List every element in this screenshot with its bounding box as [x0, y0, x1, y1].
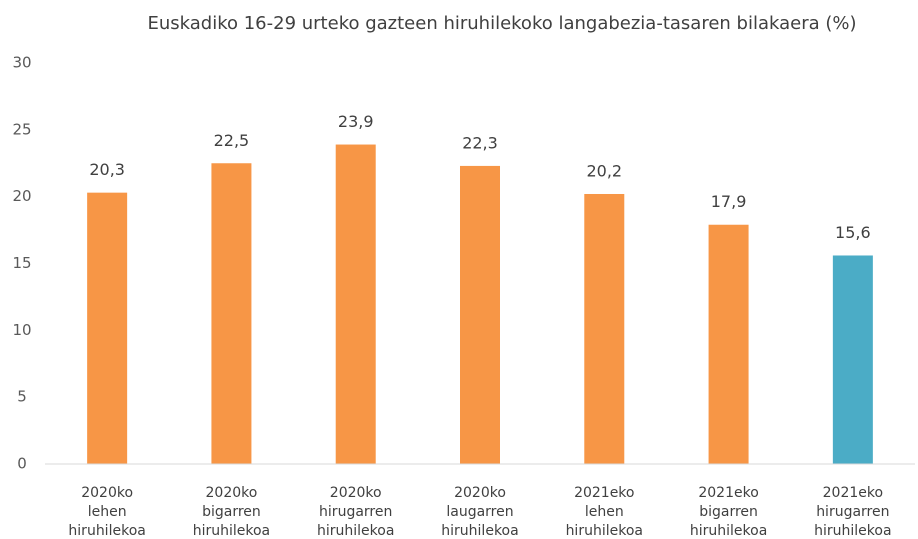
- y-tick-label: 0: [17, 455, 27, 473]
- bar: [335, 144, 376, 464]
- value-label: 20,2: [586, 161, 622, 180]
- value-label: 22,5: [214, 131, 250, 150]
- bar: [87, 192, 128, 464]
- y-tick-label: 5: [17, 388, 27, 406]
- bar: [211, 163, 252, 464]
- chart-title: Euskadiko 16-29 urteko gazteen hiruhilek…: [147, 13, 856, 34]
- bar: [584, 193, 625, 464]
- y-tick-label: 30: [12, 54, 31, 72]
- bar: [708, 224, 749, 464]
- value-label: 20,3: [89, 160, 125, 179]
- x-tick-label: 2021eko lehen hiruhilekoa: [566, 485, 643, 539]
- value-label: 22,3: [462, 133, 498, 152]
- x-tick-label: 2021eko hirugarren hiruhilekoa: [814, 485, 891, 539]
- y-tick-label: 20: [12, 187, 31, 205]
- bar: [460, 165, 500, 464]
- value-label: 23,9: [338, 112, 374, 131]
- y-tick-label: 10: [12, 321, 31, 339]
- x-tick-label: 2021eko bigarren hiruhilekoa: [690, 485, 767, 539]
- bar: [832, 255, 873, 464]
- x-tick-label: 2020ko lehen hiruhilekoa: [68, 485, 145, 539]
- value-label: 15,6: [835, 223, 871, 242]
- x-tick-label: 2020ko hirugarren hiruhilekoa: [317, 485, 394, 539]
- x-tick-label: 2020ko laugarren hiruhilekoa: [441, 485, 518, 539]
- value-label: 17,9: [711, 192, 747, 211]
- y-tick-label: 25: [12, 120, 31, 138]
- y-tick-label: 15: [12, 254, 31, 272]
- x-tick-label: 2020ko bigarren hiruhilekoa: [193, 485, 270, 539]
